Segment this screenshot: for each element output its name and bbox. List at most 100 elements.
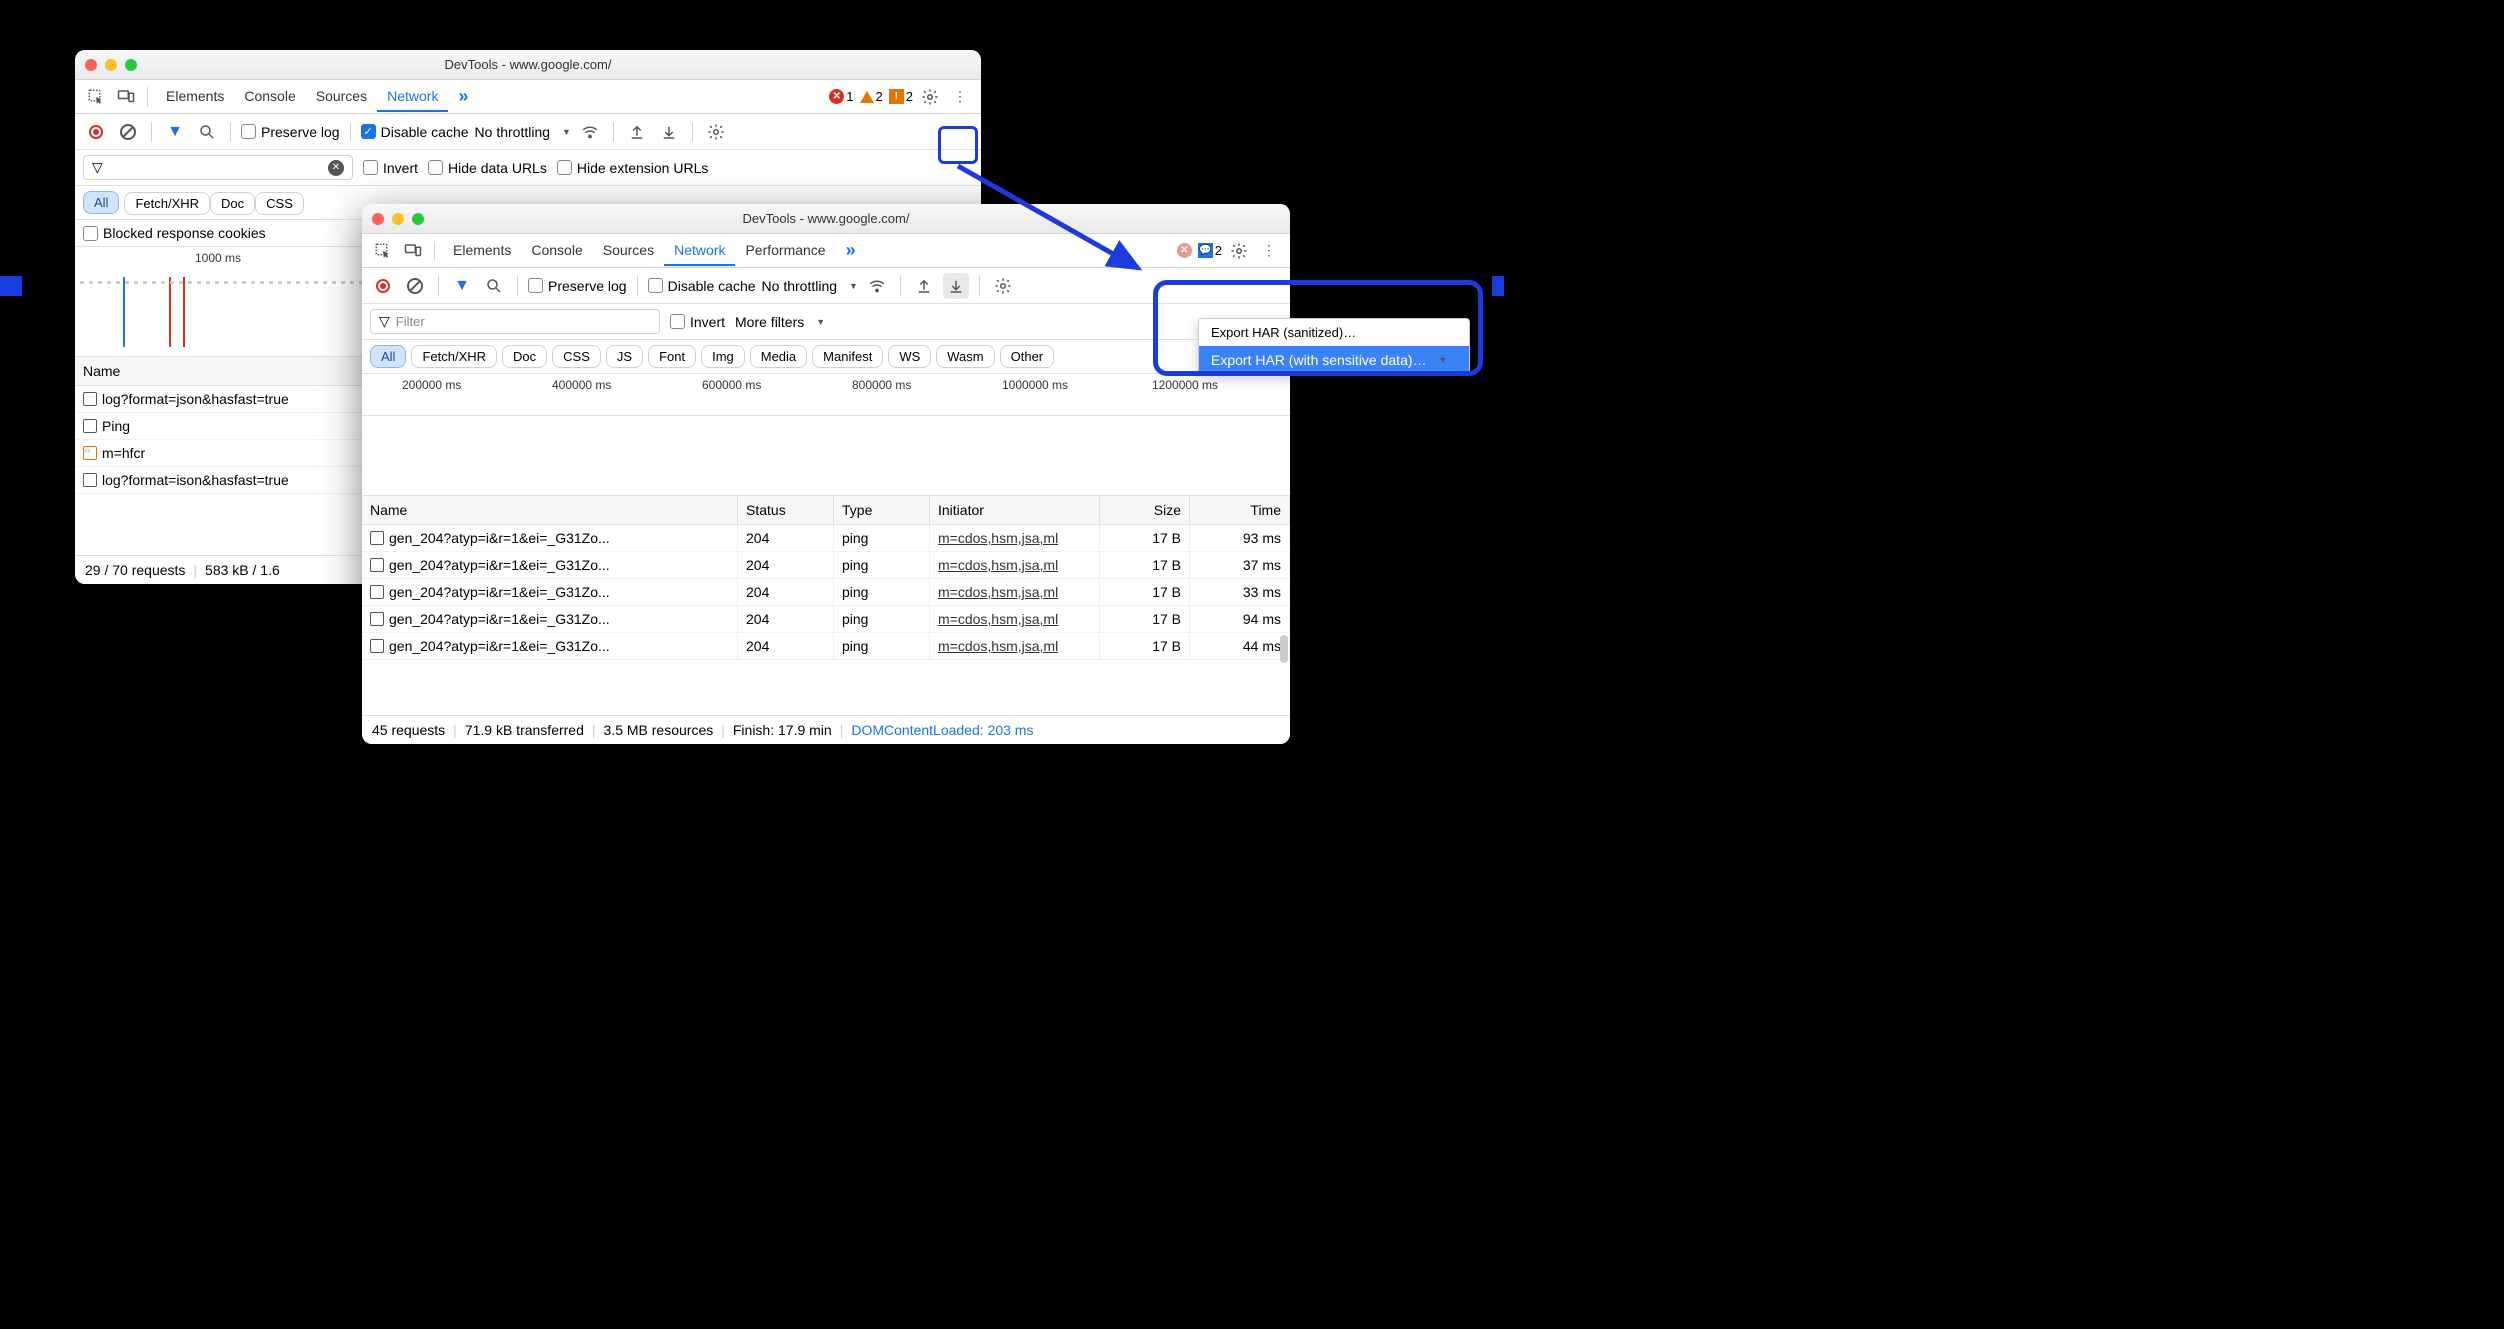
col-time-header[interactable]: Time: [1190, 496, 1290, 524]
window-title: DevTools - www.google.com/: [75, 57, 981, 72]
errors-badge[interactable]: ✕1: [829, 89, 853, 104]
kebab-icon[interactable]: ⋮: [1256, 238, 1282, 264]
throttling-select[interactable]: No throttling: [762, 278, 858, 294]
pill-all[interactable]: All: [83, 191, 119, 214]
download-icon[interactable]: [943, 273, 969, 299]
tab-sources[interactable]: Sources: [593, 236, 664, 266]
tab-elements[interactable]: Elements: [443, 236, 521, 266]
filter-icon[interactable]: ▼: [449, 273, 475, 299]
table-row[interactable]: gen_204?atyp=i&r=1&ei=_G31Zo...204pingm=…: [362, 525, 1290, 552]
timeline-marker-load2: [183, 277, 185, 347]
issues-badge[interactable]: 💬2: [1198, 243, 1222, 258]
upload-icon[interactable]: [624, 119, 650, 145]
traffic-lights[interactable]: [372, 213, 424, 225]
pill-manifest[interactable]: Manifest: [812, 345, 883, 368]
tab-network[interactable]: Network: [377, 82, 448, 112]
filter-input[interactable]: ▽ Filter: [370, 309, 660, 334]
download-highlight-1: [938, 126, 978, 164]
device-icon[interactable]: [113, 84, 139, 110]
record-button[interactable]: [370, 273, 396, 299]
more-tabs[interactable]: »: [840, 240, 862, 261]
preserve-log-checkbox[interactable]: Preserve log: [241, 124, 340, 140]
disable-cache-checkbox[interactable]: Disable cache: [648, 278, 756, 294]
pill-img[interactable]: Img: [701, 345, 745, 368]
filter-input[interactable]: ▽ ✕: [83, 155, 353, 180]
tab-elements[interactable]: Elements: [156, 82, 234, 112]
minimize-icon[interactable]: [105, 59, 117, 71]
pill-css[interactable]: CSS: [255, 192, 304, 215]
pill-font[interactable]: Font: [648, 345, 696, 368]
col-status-header[interactable]: Status: [738, 496, 834, 524]
pill-doc[interactable]: Doc: [210, 192, 255, 215]
filter-icon[interactable]: ▼: [162, 119, 188, 145]
maximize-icon[interactable]: [412, 213, 424, 225]
blocked-cookies-checkbox[interactable]: Blocked response cookies: [83, 225, 266, 241]
pill-other[interactable]: Other: [1000, 345, 1055, 368]
wifi-icon[interactable]: [864, 273, 890, 299]
download-icon[interactable]: [656, 119, 682, 145]
hide-data-urls-checkbox[interactable]: Hide data URLs: [428, 160, 547, 176]
gear-icon[interactable]: [990, 273, 1016, 299]
maximize-icon[interactable]: [125, 59, 137, 71]
table-row[interactable]: gen_204?atyp=i&r=1&ei=_G31Zo...204pingm=…: [362, 579, 1290, 606]
invert-checkbox[interactable]: Invert: [363, 160, 418, 176]
minimize-icon[interactable]: [392, 213, 404, 225]
device-icon[interactable]: [400, 238, 426, 264]
col-name-header[interactable]: Name: [362, 496, 738, 524]
pill-media[interactable]: Media: [750, 345, 807, 368]
clear-button[interactable]: [115, 119, 141, 145]
gear-icon[interactable]: [1226, 238, 1252, 264]
clear-button[interactable]: [402, 273, 428, 299]
funnel-icon: ▽: [379, 313, 390, 330]
hide-ext-urls-checkbox[interactable]: Hide extension URLs: [557, 160, 709, 176]
upload-icon[interactable]: [911, 273, 937, 299]
more-tabs[interactable]: »: [452, 86, 474, 107]
tab-performance[interactable]: Performance: [735, 236, 835, 266]
network-toolbar: ▼ Preserve log Disable cache No throttli…: [362, 268, 1290, 304]
close-icon[interactable]: [372, 213, 384, 225]
warnings-badge[interactable]: 2: [860, 89, 883, 104]
tab-console[interactable]: Console: [234, 82, 305, 112]
record-button[interactable]: [83, 119, 109, 145]
pill-ws[interactable]: WS: [888, 345, 931, 368]
pill-all[interactable]: All: [370, 345, 406, 368]
gear-icon[interactable]: [703, 119, 729, 145]
traffic-lights[interactable]: [85, 59, 137, 71]
pill-wasm[interactable]: Wasm: [936, 345, 994, 368]
clear-filter-icon[interactable]: ✕: [328, 160, 344, 176]
col-size-header[interactable]: Size: [1100, 496, 1190, 524]
table-row[interactable]: gen_204?atyp=i&r=1&ei=_G31Zo...204pingm=…: [362, 552, 1290, 579]
col-initiator-header[interactable]: Initiator: [930, 496, 1100, 524]
pill-fetch-xhr[interactable]: Fetch/XHR: [411, 345, 497, 368]
wifi-icon[interactable]: [577, 119, 603, 145]
issues-badge[interactable]: !2: [889, 89, 913, 104]
timeline-marker-dcl: [123, 277, 125, 347]
disable-cache-checkbox[interactable]: ✓Disable cache: [361, 124, 469, 140]
gear-icon[interactable]: [917, 84, 943, 110]
table-row[interactable]: gen_204?atyp=i&r=1&ei=_G31Zo...204pingm=…: [362, 633, 1290, 660]
pill-doc[interactable]: Doc: [502, 345, 547, 368]
tab-network[interactable]: Network: [664, 236, 735, 266]
tab-sources[interactable]: Sources: [306, 82, 377, 112]
pill-css[interactable]: CSS: [552, 345, 601, 368]
inspect-icon[interactable]: [370, 238, 396, 264]
inspect-icon[interactable]: [83, 84, 109, 110]
close-icon[interactable]: [85, 59, 97, 71]
status-bar: 45 requests| 71.9 kB transferred| 3.5 MB…: [362, 715, 1290, 744]
tab-console[interactable]: Console: [521, 236, 592, 266]
search-icon[interactable]: [481, 273, 507, 299]
invert-checkbox[interactable]: Invert: [670, 314, 725, 330]
more-filters-select[interactable]: More filters: [735, 314, 825, 330]
kebab-icon[interactable]: ⋮: [947, 84, 973, 110]
errors-badge-partial[interactable]: ✕: [1177, 243, 1192, 258]
preserve-log-checkbox[interactable]: Preserve log: [528, 278, 627, 294]
throttling-select[interactable]: No throttling: [475, 124, 571, 140]
timeline[interactable]: 200000 ms400000 ms600000 ms800000 ms1000…: [362, 374, 1290, 416]
timeline-marker-load: [169, 277, 171, 347]
pill-fetch-xhr[interactable]: Fetch/XHR: [124, 192, 210, 215]
pill-js[interactable]: JS: [606, 345, 643, 368]
table-row[interactable]: gen_204?atyp=i&r=1&ei=_G31Zo...204pingm=…: [362, 606, 1290, 633]
scrollbar[interactable]: [1280, 635, 1288, 663]
col-type-header[interactable]: Type: [834, 496, 930, 524]
search-icon[interactable]: [194, 119, 220, 145]
